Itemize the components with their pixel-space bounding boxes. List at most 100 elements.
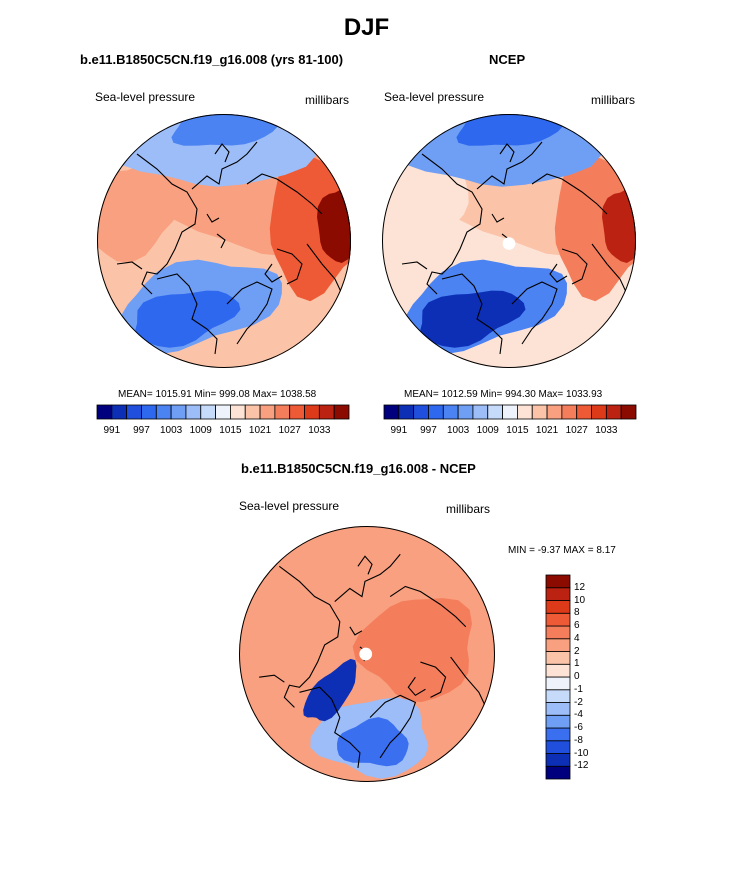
- panel-model-variable-label: Sea-level pressure: [95, 90, 196, 104]
- panel-diff-units-label: millibars: [446, 502, 491, 516]
- obs-colorbar-swatch: [457, 404, 474, 420]
- diff-pressure-region: [352, 598, 472, 702]
- diff-colorbar-swatch: [545, 753, 571, 767]
- diff-colorbar-swatch: [545, 765, 571, 780]
- model-colorbar-tick-label: 1027: [278, 425, 301, 436]
- obs-colorbar-swatch: [605, 404, 622, 420]
- diff-colorbar-tick-label: 0: [574, 671, 580, 682]
- diff-colorbar-tick-label: -12: [574, 760, 589, 772]
- model-pressure-region: [135, 290, 241, 348]
- diff-colorbar-swatch: [545, 689, 571, 703]
- obs-colorbar-swatch: [531, 404, 548, 420]
- model-colorbar-tick-label: 1021: [248, 425, 272, 436]
- diff-colorbar-swatch: [545, 600, 571, 614]
- panel-obs-map: [382, 114, 636, 368]
- model-colorbar-swatch: [244, 404, 261, 420]
- diff-colorbar-tick-label: -6: [574, 722, 583, 733]
- model-colorbar-tick-label: 991: [103, 425, 121, 436]
- model-colorbar-tick-label: 997: [133, 425, 150, 436]
- model-map-border: [97, 114, 351, 368]
- diff-colorbar-swatch: [545, 702, 571, 716]
- diff-colorbar-tick-label: -2: [574, 696, 583, 708]
- model-coastline: [216, 233, 226, 249]
- panel-model-colorbar: [96, 404, 350, 420]
- model-colorbar-tick-label: 1033: [308, 425, 331, 436]
- model-coastline: [226, 281, 273, 345]
- model-coastline: [246, 173, 323, 215]
- panel-obs-stats: MEAN= 1012.59 Min= 994.30 Max= 1033.93: [404, 389, 603, 400]
- diff-colorbar-tick-label: 12: [574, 581, 586, 593]
- model-colorbar-swatch: [289, 404, 305, 420]
- obs-pressure-region: [420, 290, 526, 348]
- model-coastline: [116, 261, 143, 270]
- obs-pressure-region: [602, 184, 636, 263]
- model-colorbar-tick-label: 1015: [219, 425, 242, 436]
- model-colorbar-swatch: [333, 404, 350, 420]
- panel-diff-title: b.e11.B1850C5CN.f19_g16.008 - NCEP: [241, 461, 476, 476]
- diff-pressure-region: [337, 717, 409, 767]
- model-coastline: [206, 213, 220, 223]
- obs-colorbar-tick-label: 1027: [565, 425, 588, 436]
- page-title: DJF: [343, 14, 390, 41]
- diff-colorbar-swatch: [545, 638, 571, 652]
- obs-coastline: [531, 173, 608, 215]
- diff-coastline: [420, 661, 447, 698]
- diff-coastline: [278, 565, 341, 708]
- obs-colorbar-swatch: [620, 404, 637, 420]
- diff-coastline: [299, 686, 361, 768]
- model-colorbar-swatch: [170, 404, 187, 420]
- panel-obs-colorbar: [383, 404, 637, 420]
- obs-map-border: [382, 114, 636, 368]
- diff-colorbar-tick-label: 10: [574, 594, 586, 606]
- model-colorbar-swatch: [155, 404, 172, 420]
- model-coastline: [156, 273, 218, 355]
- diff-pole-marker: [359, 647, 373, 661]
- diff-colorbar-swatch: [545, 727, 571, 742]
- diff-colorbar-tick-label: 4: [574, 632, 580, 644]
- diff-coastline: [357, 555, 373, 575]
- obs-colorbar-swatch: [591, 404, 607, 420]
- diff-colorbar-tick-label: 6: [574, 620, 580, 631]
- panel-diff-colorbar: [545, 574, 571, 780]
- panel-diff-stats: MIN = -9.37 MAX = 8.17: [508, 545, 616, 556]
- diff-colorbar-tick-label: 2: [574, 645, 580, 657]
- obs-colorbar-tick-label: 991: [390, 425, 408, 436]
- panel-model-units-label: millibars: [305, 93, 350, 107]
- model-coastlines: [116, 141, 343, 355]
- obs-colorbar-tick-label: 1033: [595, 425, 618, 436]
- model-coastline: [264, 263, 283, 283]
- diff-colorbar-swatch: [545, 651, 571, 665]
- obs-colorbar-swatch: [442, 404, 459, 420]
- model-coastline: [214, 143, 230, 163]
- panel-model-title: b.e11.B1850C5CN.f19_g16.008 (yrs 81-100): [80, 52, 344, 67]
- obs-colorbar-swatch: [472, 404, 489, 420]
- model-pressure-region: [171, 114, 278, 146]
- model-colorbar-swatch: [111, 404, 128, 420]
- diff-colorbar-swatch: [545, 714, 571, 729]
- obs-coastline: [421, 153, 483, 295]
- obs-colorbar-tick-label: 1021: [535, 425, 559, 436]
- obs-colorbar-swatch: [413, 404, 429, 420]
- model-colorbar-swatch: [126, 404, 142, 420]
- obs-pressure-region: [456, 114, 563, 146]
- model-colorbar-swatch: [141, 404, 157, 420]
- obs-colorbar-swatch: [487, 404, 503, 420]
- model-colorbar-tick-label: 1003: [159, 425, 183, 436]
- diff-colorbar-swatch: [545, 574, 571, 589]
- model-colorbar-swatch: [215, 404, 231, 420]
- diff-coastline: [349, 626, 363, 636]
- obs-colorbar-tick-label: 1003: [446, 425, 470, 436]
- model-colorbar-swatch: [274, 404, 291, 420]
- model-colorbar-swatch: [304, 404, 320, 420]
- obs-coastline: [476, 141, 543, 190]
- model-pressure-region: [317, 184, 351, 263]
- obs-pole-marker: [502, 237, 516, 250]
- diff-pressure-region: [303, 658, 357, 722]
- model-colorbar-swatch: [230, 404, 246, 420]
- obs-colorbar-swatch: [517, 404, 533, 420]
- model-colorbar-tick-label: 1009: [189, 425, 212, 436]
- obs-colorbar-swatch: [502, 404, 518, 420]
- diff-colorbar-tick-label: -1: [574, 683, 583, 695]
- diff-colorbar-swatch: [545, 625, 571, 640]
- diff-map-border: [239, 526, 495, 782]
